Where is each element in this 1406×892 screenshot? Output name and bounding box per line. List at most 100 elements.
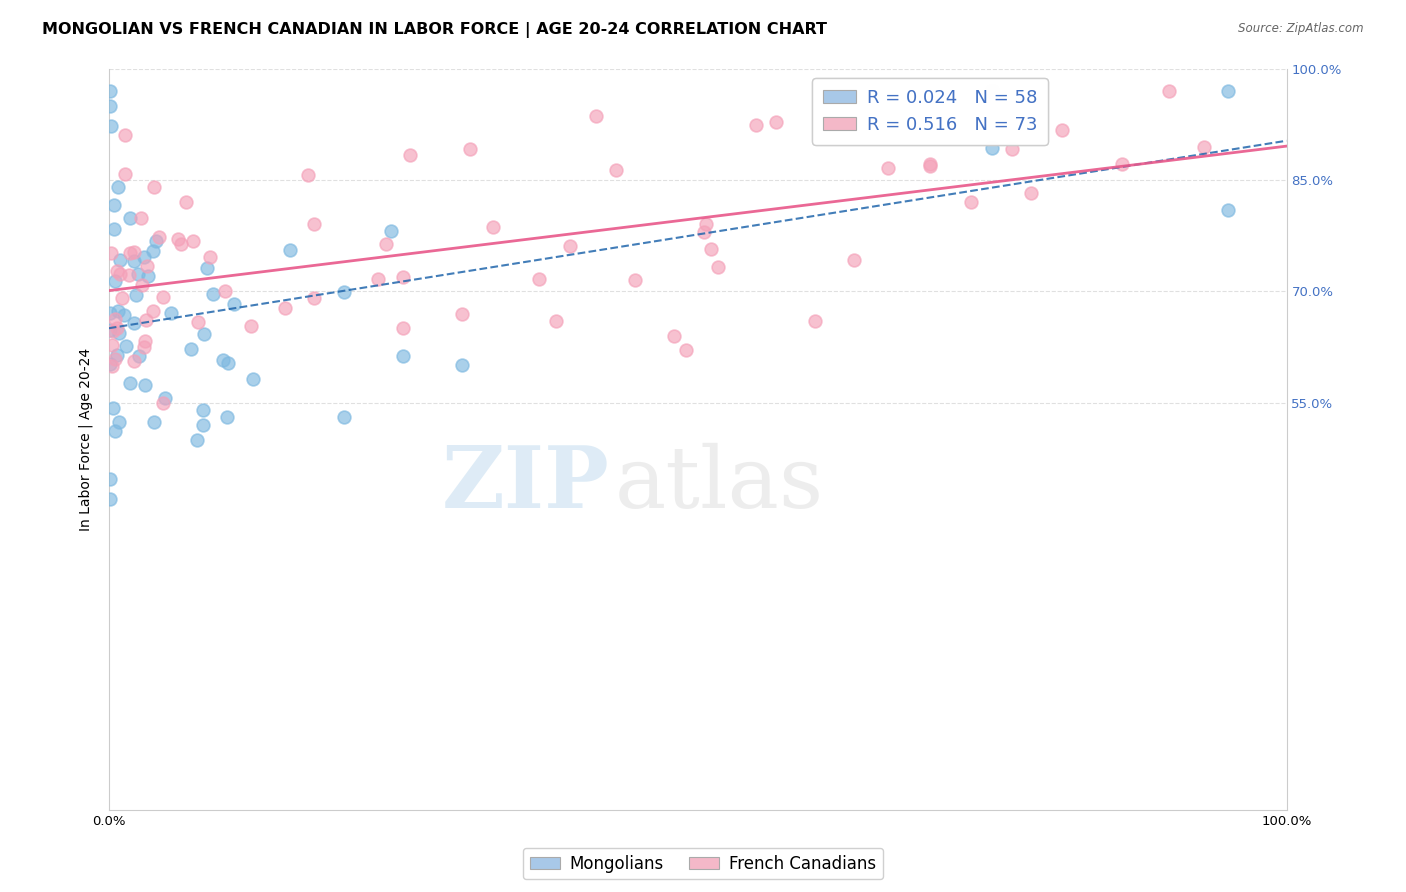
Point bbox=[186, 433, 208, 447]
Point bbox=[110, 252, 132, 267]
Point bbox=[104, 424, 127, 438]
Point bbox=[201, 287, 224, 301]
Point bbox=[174, 195, 197, 210]
Point bbox=[100, 245, 122, 260]
Point bbox=[142, 244, 165, 259]
Point bbox=[107, 304, 129, 318]
Point bbox=[1157, 84, 1180, 98]
Point bbox=[142, 304, 165, 318]
Point bbox=[191, 403, 214, 417]
Point bbox=[136, 259, 159, 273]
Point bbox=[135, 312, 157, 326]
Point bbox=[692, 225, 714, 239]
Point bbox=[131, 278, 153, 293]
Point bbox=[115, 339, 138, 353]
Point bbox=[98, 305, 121, 319]
Point bbox=[195, 261, 218, 276]
Point bbox=[118, 268, 141, 282]
Point bbox=[920, 157, 942, 171]
Point bbox=[1192, 140, 1215, 154]
Point bbox=[624, 273, 647, 287]
Text: atlas: atlas bbox=[616, 442, 824, 525]
Point bbox=[101, 359, 124, 373]
Point bbox=[152, 395, 174, 409]
Point bbox=[104, 274, 127, 288]
Point bbox=[134, 251, 156, 265]
Point bbox=[122, 354, 145, 368]
Point bbox=[304, 291, 326, 305]
Point bbox=[1216, 202, 1239, 217]
Point bbox=[114, 128, 136, 143]
Point bbox=[181, 235, 204, 249]
Point bbox=[981, 84, 1004, 98]
Point bbox=[103, 222, 125, 236]
Point bbox=[136, 269, 159, 284]
Point bbox=[765, 115, 787, 129]
Point bbox=[918, 159, 941, 173]
Point bbox=[134, 377, 156, 392]
Point bbox=[148, 230, 170, 244]
Point bbox=[700, 242, 723, 256]
Point bbox=[1111, 157, 1133, 171]
Point bbox=[111, 291, 134, 305]
Point bbox=[527, 271, 550, 285]
Point bbox=[124, 254, 146, 268]
Point bbox=[375, 237, 398, 252]
Point bbox=[145, 235, 167, 249]
Point bbox=[451, 307, 474, 321]
Point bbox=[108, 326, 131, 340]
Point bbox=[152, 290, 174, 304]
Point bbox=[399, 148, 422, 162]
Point bbox=[191, 417, 214, 432]
Point bbox=[132, 340, 155, 354]
Point bbox=[198, 250, 221, 264]
Point bbox=[222, 296, 245, 310]
Point bbox=[129, 211, 152, 226]
Point bbox=[107, 415, 129, 429]
Point bbox=[804, 314, 827, 328]
Point bbox=[118, 211, 141, 226]
Point bbox=[166, 232, 188, 246]
Point bbox=[214, 284, 236, 298]
Point bbox=[143, 179, 166, 194]
Point bbox=[122, 316, 145, 330]
Point bbox=[392, 349, 415, 363]
Point bbox=[134, 334, 156, 349]
Point bbox=[124, 245, 146, 260]
Point bbox=[1216, 84, 1239, 98]
Point bbox=[981, 141, 1004, 155]
Point bbox=[278, 243, 301, 257]
Point bbox=[98, 84, 121, 98]
Point bbox=[585, 109, 607, 123]
Point bbox=[215, 410, 238, 425]
Point bbox=[120, 246, 142, 260]
Point bbox=[877, 161, 900, 175]
Point bbox=[125, 287, 148, 301]
Point bbox=[101, 324, 124, 338]
Point bbox=[98, 99, 121, 113]
Text: Source: ZipAtlas.com: Source: ZipAtlas.com bbox=[1239, 22, 1364, 36]
Point bbox=[103, 198, 125, 212]
Point bbox=[100, 338, 122, 352]
Point bbox=[104, 312, 127, 326]
Point bbox=[960, 194, 983, 209]
Legend: R = 0.024   N = 58, R = 0.516   N = 73: R = 0.024 N = 58, R = 0.516 N = 73 bbox=[813, 78, 1047, 145]
Point bbox=[193, 327, 215, 342]
Point bbox=[142, 416, 165, 430]
Point bbox=[217, 356, 239, 370]
Point bbox=[160, 306, 183, 320]
Point bbox=[333, 285, 356, 299]
Point bbox=[675, 343, 697, 357]
Point bbox=[458, 142, 481, 156]
Point bbox=[546, 314, 568, 328]
Point bbox=[366, 272, 388, 286]
Point bbox=[745, 118, 768, 132]
Point bbox=[98, 323, 121, 337]
Text: ZIP: ZIP bbox=[441, 442, 609, 526]
Point bbox=[127, 267, 149, 281]
Point bbox=[114, 167, 136, 181]
Point bbox=[302, 217, 325, 231]
Point bbox=[108, 268, 131, 282]
Point bbox=[105, 320, 128, 334]
Point bbox=[392, 321, 415, 335]
